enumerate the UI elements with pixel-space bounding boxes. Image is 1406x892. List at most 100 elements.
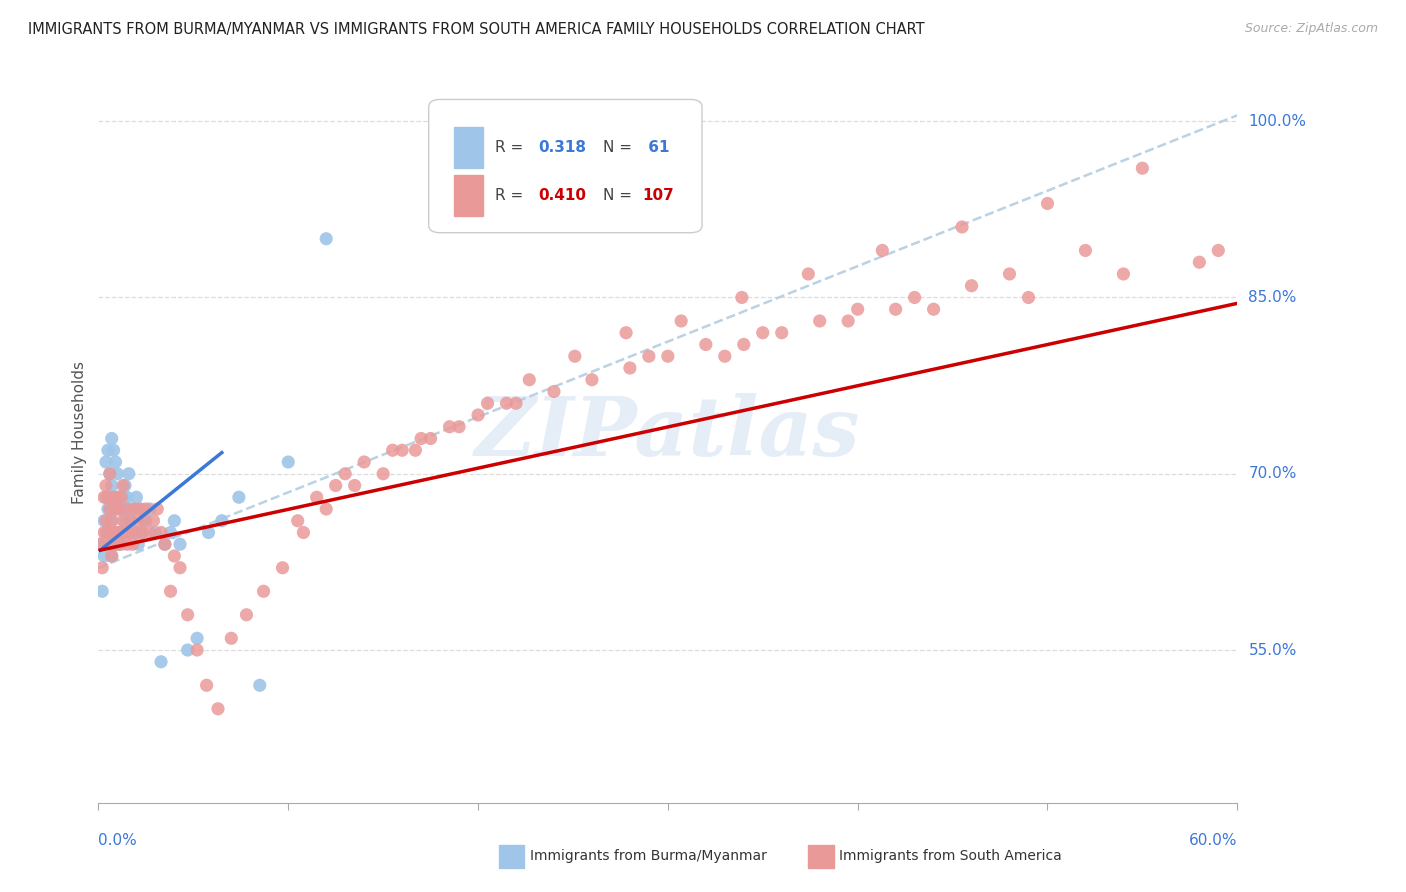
- Point: [467, 408, 489, 422]
- Point: [114, 514, 136, 528]
- Point: [112, 514, 135, 528]
- Point: [150, 525, 173, 540]
- Point: [100, 549, 122, 563]
- Point: [103, 502, 125, 516]
- Point: [115, 537, 138, 551]
- Point: [110, 525, 132, 540]
- Point: [89, 537, 111, 551]
- Point: [112, 490, 135, 504]
- Point: [98, 502, 121, 516]
- Point: [97, 502, 120, 516]
- Point: [104, 455, 127, 469]
- Text: N =: N =: [603, 140, 631, 155]
- Point: [97, 443, 120, 458]
- Point: [371, 467, 394, 481]
- Point: [91, 584, 114, 599]
- Point: [1112, 267, 1135, 281]
- Point: [114, 525, 136, 540]
- Point: [505, 396, 527, 410]
- Text: 60.0%: 60.0%: [1189, 833, 1237, 848]
- Point: [115, 490, 138, 504]
- Point: [904, 290, 927, 304]
- Point: [228, 490, 250, 504]
- Point: [125, 525, 148, 540]
- Point: [315, 502, 337, 516]
- Point: [669, 314, 692, 328]
- Point: [115, 525, 138, 540]
- Point: [108, 537, 131, 551]
- Text: 85.0%: 85.0%: [1249, 290, 1296, 305]
- Text: 0.0%: 0.0%: [98, 833, 138, 848]
- Point: [207, 702, 229, 716]
- Point: [132, 514, 155, 528]
- Point: [97, 525, 120, 540]
- Point: [159, 584, 181, 599]
- Point: [138, 502, 160, 516]
- Point: [439, 419, 461, 434]
- Point: [960, 278, 983, 293]
- Point: [353, 455, 375, 469]
- Point: [252, 584, 274, 599]
- Text: Source: ZipAtlas.com: Source: ZipAtlas.com: [1244, 22, 1378, 36]
- Point: [381, 443, 404, 458]
- Point: [249, 678, 271, 692]
- Point: [1208, 244, 1230, 258]
- Point: [419, 432, 441, 446]
- Point: [121, 537, 143, 551]
- Text: 100.0%: 100.0%: [1249, 113, 1306, 128]
- Point: [1018, 290, 1040, 304]
- Text: 0.410: 0.410: [538, 188, 586, 203]
- Point: [100, 549, 122, 563]
- Point: [731, 290, 754, 304]
- Point: [922, 302, 945, 317]
- Text: IMMIGRANTS FROM BURMA/MYANMAR VS IMMIGRANTS FROM SOUTH AMERICA FAMILY HOUSEHOLDS: IMMIGRANTS FROM BURMA/MYANMAR VS IMMIGRA…: [28, 22, 925, 37]
- Point: [287, 514, 309, 528]
- Point: [169, 537, 191, 551]
- Point: [127, 537, 149, 551]
- Point: [108, 502, 131, 516]
- Point: [110, 490, 132, 504]
- Point: [797, 267, 820, 281]
- FancyBboxPatch shape: [454, 128, 484, 168]
- Point: [100, 432, 122, 446]
- Point: [884, 302, 907, 317]
- Point: [581, 373, 603, 387]
- Point: [186, 632, 208, 646]
- Point: [391, 443, 413, 458]
- Point: [186, 643, 208, 657]
- Point: [104, 502, 127, 516]
- Point: [837, 314, 859, 328]
- Point: [135, 502, 157, 516]
- Point: [138, 525, 160, 540]
- Point: [104, 537, 127, 551]
- FancyBboxPatch shape: [429, 99, 702, 233]
- Point: [169, 561, 191, 575]
- Y-axis label: Family Households: Family Households: [72, 361, 87, 504]
- Point: [93, 549, 115, 563]
- Point: [107, 537, 129, 551]
- Point: [752, 326, 775, 340]
- Point: [100, 478, 122, 492]
- Point: [135, 514, 157, 528]
- Point: [97, 525, 120, 540]
- Point: [98, 502, 121, 516]
- Point: [343, 478, 366, 492]
- Point: [150, 655, 173, 669]
- Point: [94, 525, 117, 540]
- Point: [145, 525, 167, 540]
- Point: [103, 537, 125, 551]
- Point: [695, 337, 717, 351]
- Point: [1036, 196, 1059, 211]
- Point: [118, 467, 141, 481]
- Point: [110, 537, 132, 551]
- Text: 0.318: 0.318: [538, 140, 586, 155]
- Text: R =: R =: [495, 140, 527, 155]
- Point: [325, 478, 347, 492]
- Point: [733, 337, 755, 351]
- Text: Immigrants from South America: Immigrants from South America: [839, 849, 1062, 863]
- Point: [277, 455, 299, 469]
- Point: [94, 455, 117, 469]
- Point: [120, 514, 142, 528]
- Point: [614, 326, 637, 340]
- Point: [638, 349, 661, 363]
